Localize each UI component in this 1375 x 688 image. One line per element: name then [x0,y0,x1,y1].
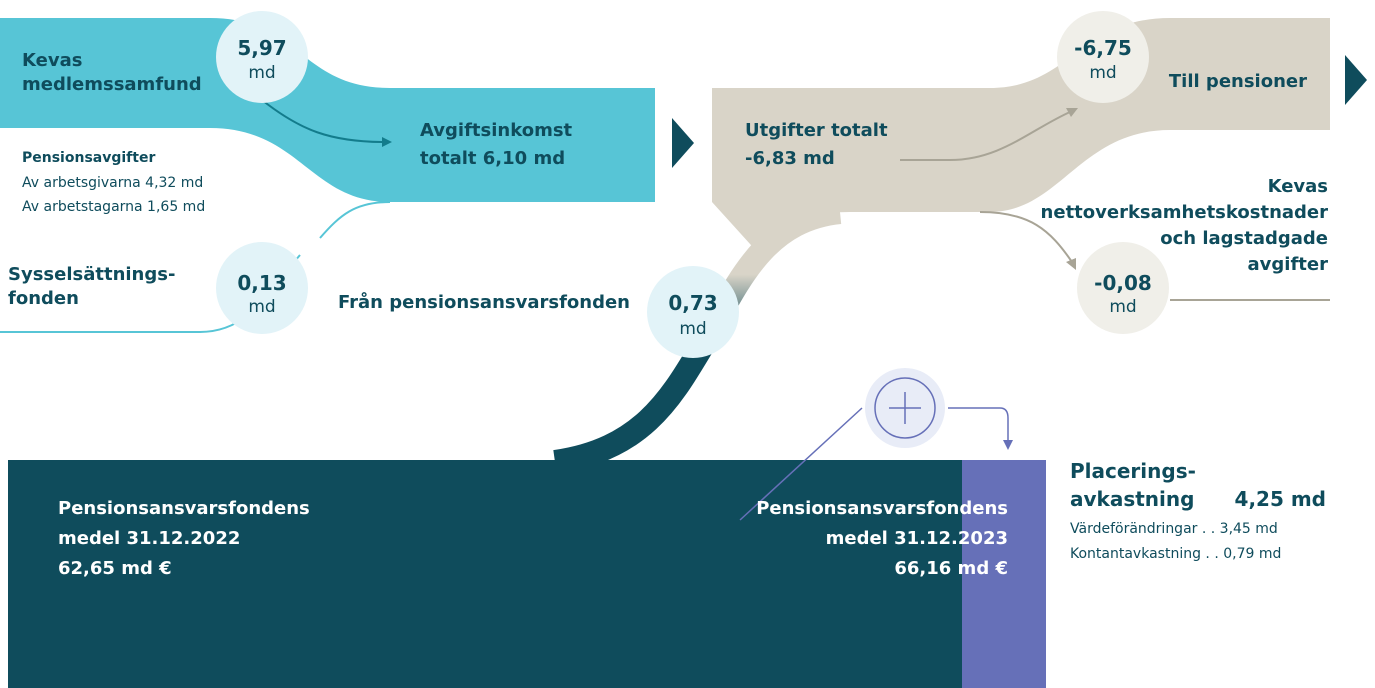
arrow-head [382,137,392,147]
returns-line [948,407,1009,440]
label: -6,83 md [745,148,835,169]
unit: md [248,63,275,83]
label: medel 31.12.2023 [826,528,1008,549]
label: Från pensionsansvarsfonden [338,291,630,313]
bubble [647,266,739,358]
bubble [216,11,308,103]
amount: 4,25 md [1235,487,1326,511]
amount: -0,08 [1094,271,1152,295]
label: Värdeförändringar . . 3,45 md [1070,521,1278,537]
amount: 5,97 [237,36,286,60]
label: medel 31.12.2022 [58,528,240,549]
amount: 0,73 [668,291,717,315]
plus-sign [889,392,921,424]
label: nettoverksamhetskostnader [1041,202,1329,223]
label: medlemssamfund [22,74,202,95]
employment-fund-line [319,201,391,239]
label: Kevas [22,50,82,71]
returns-line [739,407,863,521]
label: Kontantavkastning . . 0,79 md [1070,546,1281,562]
label: avkastning [1070,487,1194,511]
label: Av arbetsgivarna 4,32 md [22,175,203,191]
label: totalt 6,10 md [420,148,565,169]
bubble [1077,242,1169,334]
direction-arrow [1345,55,1367,105]
arrow-head [1003,440,1013,450]
amount: 0,13 [237,271,286,295]
direction-arrow [672,118,694,168]
label: Utgifter totalt [745,120,888,141]
label: Kevas [1268,176,1328,197]
label: fonden [8,288,79,309]
label: Pensionsansvarsfondens [756,498,1008,519]
label: Till pensioner [1169,71,1307,92]
label: Sysselsättnings- [8,264,175,285]
inflow-band [0,18,655,202]
label: Pensionsansvarsfondens [58,498,310,519]
arrow-head [1066,108,1078,117]
cost-arrow [979,211,1073,263]
bubble [1057,11,1149,103]
label: Pensionsavgifter [22,150,155,166]
unit: md [679,319,706,339]
bubble [216,242,308,334]
label: Av arbetstagarna 1,65 md [22,199,205,215]
plus-ring [874,377,936,439]
label: 62,65 md € [58,558,172,579]
unit: md [1109,297,1136,317]
arrow-head [1066,258,1076,270]
returns-block [962,460,1046,688]
pension-arrow [900,111,1071,161]
label: Placerings- [1070,459,1196,483]
amount: -6,75 [1074,36,1132,60]
unit: md [1089,63,1116,83]
arrow [261,99,386,143]
label: och lagstadgade [1160,228,1328,249]
label: avgifter [1248,254,1329,275]
fund-block [8,460,963,688]
label: Avgiftsinkomst [420,120,573,141]
outflow-band [712,18,1330,255]
label: 66,16 md € [894,558,1008,579]
unit: md [248,297,275,317]
